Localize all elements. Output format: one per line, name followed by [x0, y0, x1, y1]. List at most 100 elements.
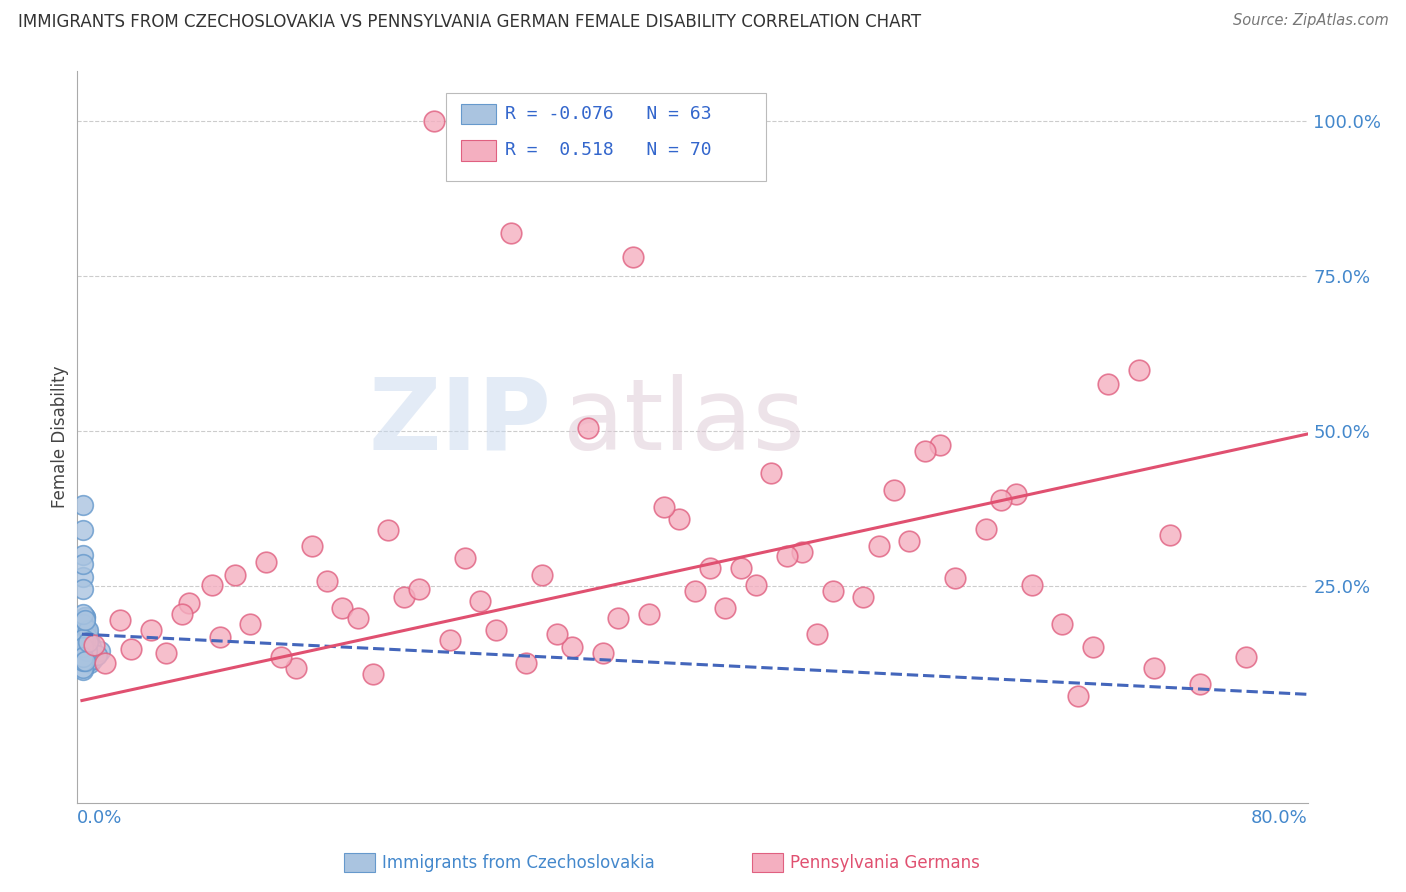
Text: R = -0.076   N = 63: R = -0.076 N = 63: [506, 104, 711, 123]
Point: [72, 625, 94, 640]
Point: [790, 545, 813, 559]
Point: [546, 627, 568, 641]
Point: [285, 661, 308, 675]
Point: [361, 666, 384, 681]
Point: [82, 652, 104, 666]
Point: [530, 567, 553, 582]
Point: [346, 611, 368, 625]
Point: [301, 539, 323, 553]
Point: [79, 657, 101, 671]
Point: [607, 611, 630, 625]
Point: [208, 630, 231, 644]
Point: [77, 632, 100, 646]
Point: [1052, 617, 1074, 632]
Point: [454, 551, 477, 566]
Point: [72, 648, 94, 663]
Point: [576, 421, 599, 435]
Point: [683, 583, 706, 598]
Point: [76, 632, 98, 646]
Point: [484, 624, 506, 638]
Text: Immigrants from Czechoslovakia: Immigrants from Czechoslovakia: [382, 854, 655, 871]
Point: [668, 512, 690, 526]
Point: [73, 621, 96, 635]
Point: [72, 640, 94, 654]
Point: [72, 655, 94, 669]
Point: [77, 624, 100, 638]
Point: [1143, 661, 1166, 675]
Point: [72, 640, 94, 655]
Text: 80.0%: 80.0%: [1251, 809, 1308, 827]
Point: [73, 628, 96, 642]
Point: [470, 594, 492, 608]
Point: [89, 644, 111, 658]
Point: [73, 610, 96, 624]
Point: [73, 634, 96, 648]
Point: [623, 250, 645, 264]
Point: [72, 663, 94, 677]
Point: [72, 632, 94, 646]
Point: [84, 648, 107, 663]
Point: [73, 619, 96, 633]
Point: [637, 607, 659, 621]
Point: [928, 437, 950, 451]
Y-axis label: Female Disability: Female Disability: [51, 366, 69, 508]
Point: [499, 226, 522, 240]
Point: [776, 549, 799, 563]
Point: [201, 577, 224, 591]
Point: [80, 653, 103, 667]
Point: [76, 644, 98, 658]
Text: atlas: atlas: [564, 374, 804, 471]
Bar: [447, 94, 766, 181]
Point: [914, 443, 936, 458]
Point: [439, 633, 461, 648]
Point: [73, 619, 96, 633]
Point: [72, 498, 94, 512]
Point: [423, 114, 446, 128]
Point: [72, 661, 94, 675]
Point: [73, 644, 96, 658]
Text: IMMIGRANTS FROM CZECHOSLOVAKIA VS PENNSYLVANIA GERMAN FEMALE DISABILITY CORRELAT: IMMIGRANTS FROM CZECHOSLOVAKIA VS PENNSY…: [18, 13, 921, 31]
Point: [73, 613, 96, 627]
Point: [72, 632, 94, 646]
Point: [77, 627, 100, 641]
Point: [77, 634, 100, 648]
Point: [224, 567, 246, 582]
Point: [77, 655, 100, 669]
Point: [73, 610, 96, 624]
Point: [852, 590, 875, 604]
Point: [76, 644, 98, 658]
Point: [73, 650, 96, 665]
Point: [72, 582, 94, 596]
Point: [1067, 689, 1090, 703]
Point: [110, 613, 132, 627]
Point: [1021, 577, 1043, 591]
Point: [83, 638, 105, 652]
Point: [72, 617, 94, 632]
Point: [72, 613, 94, 627]
Point: [72, 634, 94, 648]
Point: [179, 596, 201, 610]
Point: [72, 615, 94, 630]
Text: Source: ZipAtlas.com: Source: ZipAtlas.com: [1233, 13, 1389, 29]
Point: [76, 636, 98, 650]
Point: [990, 493, 1012, 508]
Point: [170, 607, 193, 621]
Point: [72, 523, 94, 537]
Point: [76, 630, 98, 644]
Point: [943, 571, 966, 585]
Point: [883, 483, 905, 497]
Point: [155, 646, 177, 660]
Point: [652, 500, 675, 514]
Point: [76, 647, 98, 661]
Point: [761, 466, 783, 480]
Point: [592, 646, 614, 660]
Point: [73, 622, 96, 636]
Point: [1159, 528, 1181, 542]
Point: [408, 582, 430, 596]
Point: [76, 628, 98, 642]
Bar: [461, 140, 496, 161]
Point: [868, 539, 890, 553]
Bar: [461, 103, 496, 124]
Text: R =  0.518   N = 70: R = 0.518 N = 70: [506, 141, 711, 160]
Point: [898, 534, 921, 549]
